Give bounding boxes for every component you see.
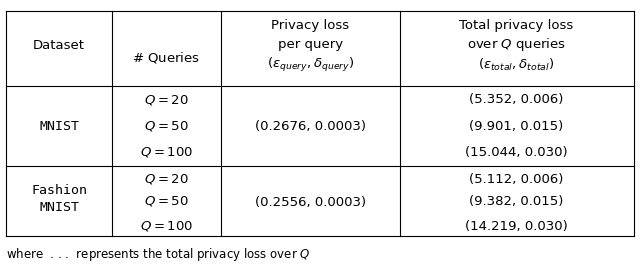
Text: (9.901, 0.015): (9.901, 0.015) — [469, 119, 564, 133]
Text: (0.2556, 0.0003): (0.2556, 0.0003) — [255, 196, 366, 209]
Text: $Q = 20$: $Q = 20$ — [144, 172, 189, 187]
Text: MNIST: MNIST — [39, 201, 79, 214]
Text: per query: per query — [278, 38, 343, 51]
Text: $Q = 20$: $Q = 20$ — [144, 93, 189, 107]
Text: $Q = 100$: $Q = 100$ — [140, 219, 193, 233]
Text: over $Q$ queries: over $Q$ queries — [467, 36, 566, 53]
Text: Dataset: Dataset — [33, 39, 85, 52]
Text: (9.382, 0.015): (9.382, 0.015) — [469, 195, 564, 208]
Text: Privacy loss: Privacy loss — [271, 19, 349, 32]
Text: where  . . .  represents the total privacy loss over $Q$: where . . . represents the total privacy… — [6, 246, 311, 263]
Text: $\#$ Queries: $\#$ Queries — [132, 50, 200, 65]
Text: (5.352, 0.006): (5.352, 0.006) — [469, 93, 564, 106]
Text: (14.219, 0.030): (14.219, 0.030) — [465, 219, 568, 233]
Text: MNIST: MNIST — [39, 119, 79, 133]
Text: (0.2676, 0.0003): (0.2676, 0.0003) — [255, 119, 366, 133]
Text: $Q = 100$: $Q = 100$ — [140, 145, 193, 159]
Text: $Q = 50$: $Q = 50$ — [144, 119, 189, 133]
Text: (5.112, 0.006): (5.112, 0.006) — [469, 173, 564, 186]
Text: $(\epsilon_{query},\delta_{query})$: $(\epsilon_{query},\delta_{query})$ — [267, 56, 354, 74]
Text: $Q = 50$: $Q = 50$ — [144, 194, 189, 209]
Text: $(\epsilon_{total},\delta_{total})$: $(\epsilon_{total},\delta_{total})$ — [478, 57, 555, 73]
Text: Total privacy loss: Total privacy loss — [460, 19, 573, 32]
Text: (15.044, 0.030): (15.044, 0.030) — [465, 146, 568, 159]
Text: Fashion: Fashion — [31, 184, 87, 197]
